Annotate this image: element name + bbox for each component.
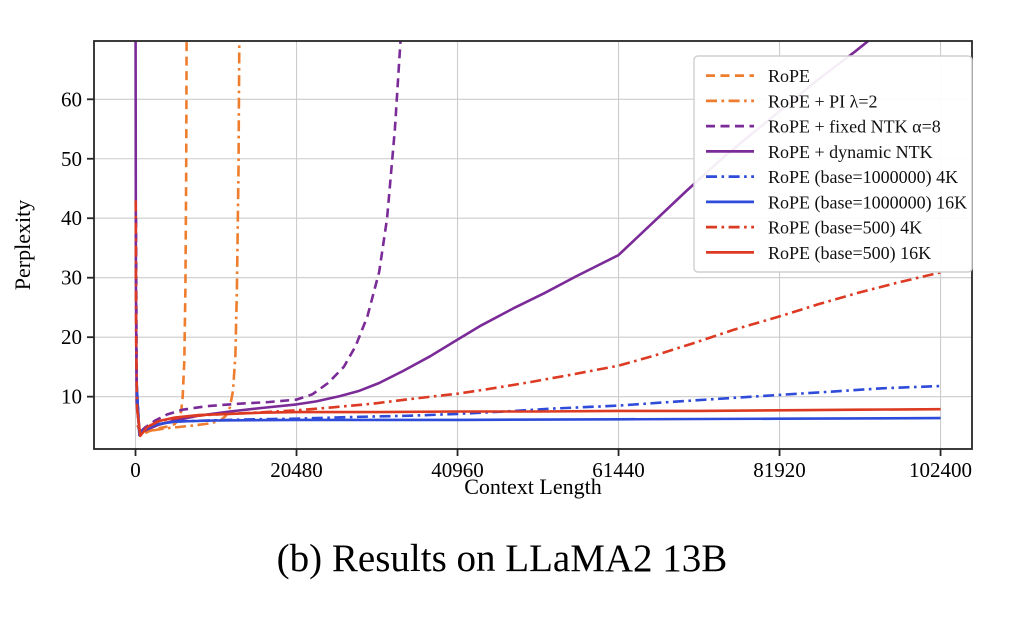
legend-label: RoPE (base=1000000) 4K bbox=[768, 167, 958, 188]
legend-label: RoPE bbox=[768, 66, 810, 86]
legend-label: RoPE (base=1000000) 16K bbox=[768, 192, 967, 213]
legend-frame bbox=[693, 55, 973, 273]
series-rope-pi-2 bbox=[136, 40, 241, 437]
legend-label: RoPE + dynamic NTK bbox=[768, 142, 933, 162]
y-tick-label: 10 bbox=[61, 385, 82, 409]
legend-label: RoPE + PI λ=2 bbox=[768, 91, 878, 111]
x-axis-label: Context Length bbox=[464, 474, 601, 499]
legend-label: RoPE (base=500) 4K bbox=[768, 218, 922, 239]
series-rope bbox=[136, 40, 188, 437]
y-axis-label: Perplexity bbox=[10, 200, 35, 290]
legend-label: RoPE + fixed NTK α=8 bbox=[768, 117, 941, 137]
x-tick-label: 81920 bbox=[753, 458, 806, 482]
x-tick-label: 20480 bbox=[270, 458, 323, 482]
series-rope-base-500-4k bbox=[134, 200, 941, 437]
x-tick-label: 61440 bbox=[592, 458, 645, 482]
legend-label: RoPE (base=500) 16K bbox=[768, 243, 931, 264]
y-tick-label: 30 bbox=[61, 266, 82, 290]
chart-legend: RoPE RoPE + PI λ=2 RoPE + fixed NTK α=8 RoP… bbox=[693, 55, 973, 273]
y-tick-label: 20 bbox=[61, 325, 82, 349]
series-rope-base-500-16k bbox=[135, 407, 941, 438]
y-tick-label: 40 bbox=[61, 206, 82, 230]
y-tick-label: 50 bbox=[61, 147, 82, 171]
y-tick-label: 60 bbox=[61, 87, 82, 111]
x-tick-label: 102400 bbox=[909, 458, 972, 482]
series-layer bbox=[134, 39, 941, 438]
x-tick-label: 0 bbox=[130, 458, 141, 482]
x-tick-label: 40960 bbox=[431, 458, 484, 482]
figure-caption: (b) Results on LLaMA2 13B bbox=[276, 537, 728, 580]
axis-layer: 0 20480 40960 61440 81920 102400 10 20 30 40 50 60 bbox=[61, 40, 973, 482]
